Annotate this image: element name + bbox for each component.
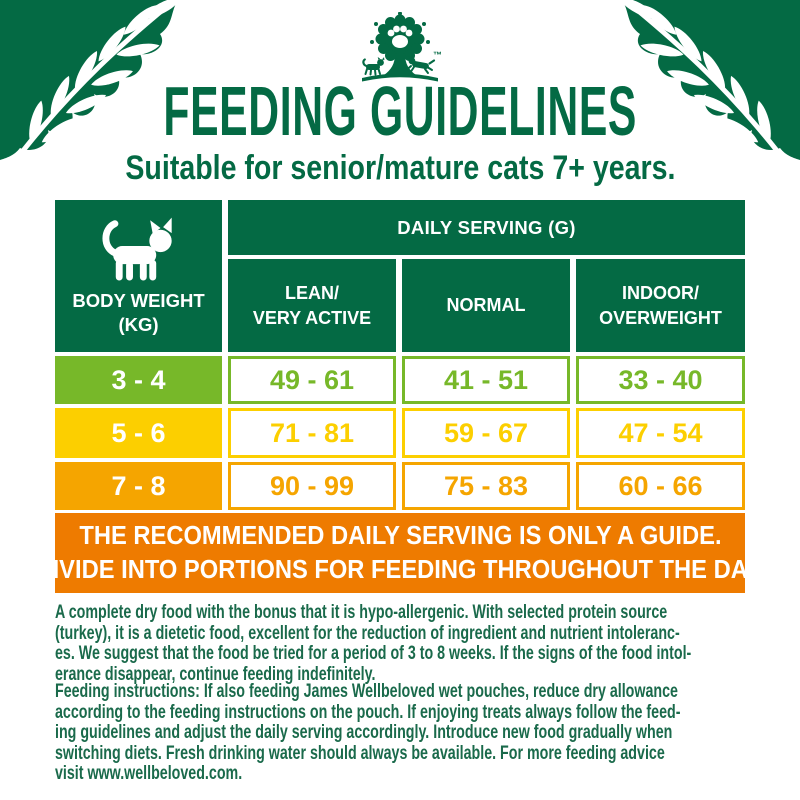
foliage-decoration-right-icon — [622, 0, 800, 160]
page-subtitle: Suitable for senior/mature cats 7+ years… — [124, 149, 676, 187]
table-row-weight: 3 - 4 — [55, 356, 222, 404]
foliage-decoration-left-icon — [0, 0, 178, 160]
column-header-indoor-overweight: INDOOR/ OVERWEIGHT — [576, 259, 745, 352]
title-row: FEEDING GUIDELINES — [0, 76, 800, 146]
body-weight-header-label: BODY WEIGHT (KG) — [72, 289, 205, 335]
table-row-weight: 7 - 8 — [55, 462, 222, 510]
table-cell-indoor: 47 - 54 — [576, 408, 745, 458]
page-title: FEEDING GUIDELINES — [163, 72, 637, 150]
body-weight-header-cell: BODY WEIGHT (KG) — [55, 200, 222, 352]
table-row-weight: 5 - 6 — [55, 408, 222, 458]
table-cell-indoor: 33 - 40 — [576, 356, 745, 404]
trademark-symbol: ™ — [433, 50, 442, 60]
daily-serving-header-cell: DAILY SERVING (G) — [228, 200, 745, 255]
column-header-normal: NORMAL — [402, 259, 570, 352]
feeding-instructions-paragraph: Feeding instructions: If also feeding Ja… — [55, 681, 681, 784]
table-cell-lean: 71 - 81 — [228, 408, 396, 458]
product-description-paragraph: A complete dry food with the bonus that … — [55, 602, 692, 685]
dog-silhouette-icon — [405, 56, 436, 74]
serving-advisory-banner: THE RECOMMENDED DAILY SERVING IS ONLY A … — [35, 513, 765, 593]
table-cell-lean: 49 - 61 — [228, 356, 396, 404]
subtitle-row: Suitable for senior/mature cats 7+ years… — [0, 149, 800, 188]
table-cell-normal: 41 - 51 — [402, 356, 570, 404]
paw-tree-logo-icon — [362, 12, 438, 82]
paw-print-icon — [387, 25, 413, 48]
feeding-table: BODY WEIGHT (KG) DAILY SERVING (G) LEAN/… — [55, 200, 745, 510]
table-cell-normal: 75 - 83 — [402, 462, 570, 510]
table-cell-normal: 59 - 67 — [402, 408, 570, 458]
table-cell-lean: 90 - 99 — [228, 462, 396, 510]
cat-silhouette-icon — [362, 57, 385, 76]
table-cell-indoor: 60 - 66 — [576, 462, 745, 510]
serving-advisory-text: THE RECOMMENDED DAILY SERVING IS ONLY A … — [35, 522, 765, 584]
cat-icon — [101, 217, 172, 281]
column-header-lean-very-active: LEAN/ VERY ACTIVE — [228, 259, 396, 352]
